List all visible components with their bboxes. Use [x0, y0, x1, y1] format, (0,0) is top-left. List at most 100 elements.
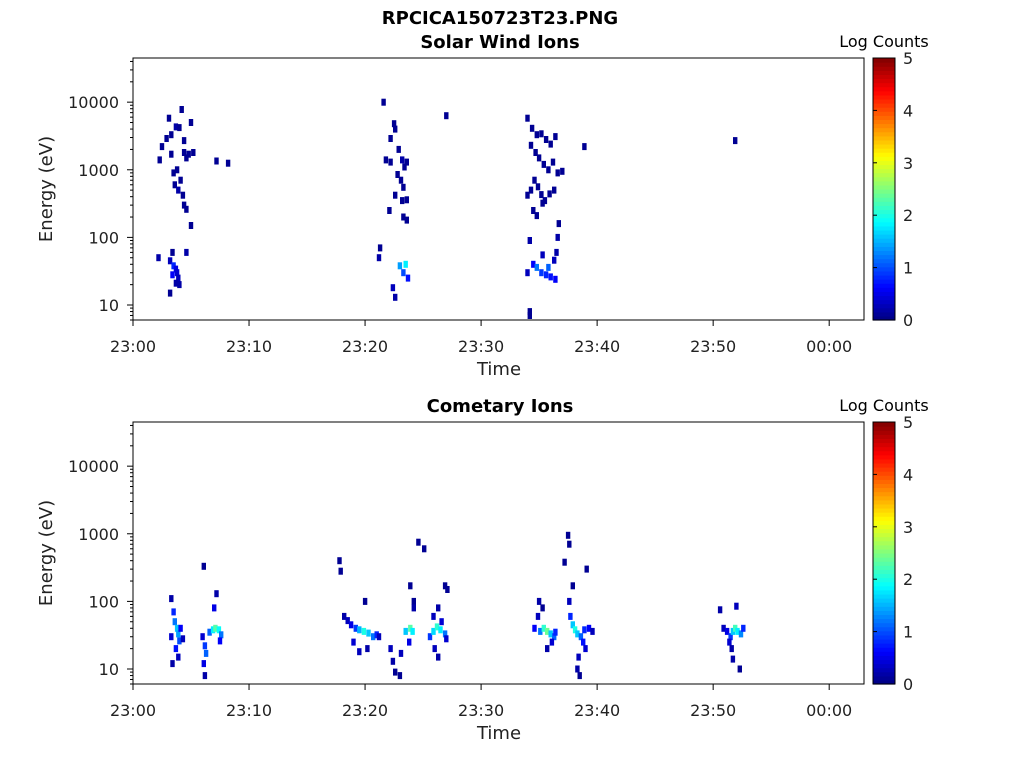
heatmap-cell	[416, 538, 421, 546]
colorbar-segment	[873, 471, 895, 476]
heatmap-cell	[401, 213, 406, 221]
colorbar-segment	[873, 618, 895, 624]
heatmap-cell	[442, 630, 448, 638]
colorbar-tick-label: 4	[903, 465, 913, 484]
heatmap-cell	[203, 649, 209, 657]
colorbar-tick-label: 2	[903, 570, 913, 589]
solar-wind-colorbar: 0 1 2 3 4 5	[872, 49, 913, 330]
heatmap-cell	[540, 199, 545, 207]
colorbar-segment	[873, 679, 895, 685]
heatmap-cell	[442, 582, 448, 590]
heatmap-cell	[388, 135, 393, 142]
heatmap-cell	[529, 124, 535, 132]
y-tick-label: 1000	[78, 161, 119, 180]
x-tick-label: 23:40	[574, 337, 620, 356]
heatmap-cell	[408, 582, 413, 590]
x-tick-label: 23:10	[226, 337, 272, 356]
colorbar-segment	[873, 66, 895, 71]
heatmap-cell	[733, 624, 738, 632]
solar-wind-y-axis: 10 100 1000 10000	[68, 60, 133, 321]
heatmap-cell	[181, 201, 187, 209]
cometary-y-label: Energy (eV)	[36, 500, 57, 606]
heatmap-cell	[337, 557, 342, 565]
colorbar-tick-label: 4	[903, 101, 913, 120]
heatmap-cell	[184, 154, 189, 162]
heatmap-cell	[411, 604, 416, 612]
colorbar-segment	[873, 491, 895, 497]
colorbar-segment	[873, 589, 895, 595]
colorbar-segment	[873, 58, 895, 63]
cometary-colorbar: 0 1 2 3 4 5	[872, 413, 913, 694]
heatmap-cell	[395, 171, 400, 178]
colorbar-segment	[873, 483, 895, 489]
colorbar-segment	[873, 499, 895, 505]
colorbar-segment	[873, 315, 895, 321]
heatmap-cell	[361, 627, 367, 635]
heatmap-cell	[397, 672, 403, 680]
heatmap-cell	[184, 205, 189, 213]
colorbar-segment	[873, 671, 895, 677]
colorbar-segment	[873, 638, 895, 644]
heatmap-cell	[552, 633, 557, 641]
solar-wind-y-label: Energy (eV)	[36, 136, 57, 242]
colorbar-segment	[873, 454, 895, 460]
colorbar-segment	[873, 507, 895, 513]
colorbar-segment	[873, 659, 895, 665]
heatmap-cell	[570, 621, 575, 629]
colorbar-segment	[873, 148, 895, 153]
heatmap-cell	[584, 565, 589, 573]
colorbar-segment	[873, 135, 895, 141]
colorbar-segment	[873, 565, 895, 570]
heatmap-cell	[191, 149, 196, 156]
colorbar-segment	[873, 675, 895, 681]
heatmap-cell	[403, 627, 408, 635]
heatmap-cell	[525, 114, 530, 122]
heatmap-cell	[351, 638, 356, 646]
heatmap-cell	[577, 672, 582, 680]
heatmap-cell	[528, 186, 534, 194]
heatmap-cell	[730, 655, 736, 663]
heatmap-cell	[527, 312, 532, 319]
heatmap-cell	[188, 119, 194, 126]
heatmap-cell	[362, 597, 368, 605]
heatmap-cell	[381, 98, 386, 106]
y-tick-label: 100	[88, 592, 119, 611]
heatmap-cell	[578, 633, 584, 641]
heatmap-cell	[393, 668, 398, 676]
colorbar-segment	[873, 643, 895, 648]
colorbar-segment	[873, 197, 895, 202]
heatmap-cell	[427, 633, 433, 641]
heatmap-cell	[444, 112, 449, 120]
heatmap-cell	[539, 191, 544, 199]
colorbar-segment	[873, 585, 895, 591]
x-tick-label: 23:00	[110, 701, 156, 720]
heatmap-cell	[366, 629, 371, 637]
heatmap-cell	[390, 284, 396, 292]
colorbar-segment	[873, 103, 895, 108]
heatmap-cell	[560, 167, 565, 175]
heatmap-cell	[345, 617, 350, 625]
colorbar-segment	[873, 602, 895, 607]
heatmap-cell	[549, 638, 555, 646]
colorbar-segment	[873, 250, 895, 256]
colorbar-segment	[873, 86, 895, 92]
colorbar-segment	[873, 127, 895, 133]
colorbar-segment	[873, 82, 895, 88]
cometary-heatmap	[169, 531, 746, 680]
cometary-y-axis: 10 100 1000 10000	[68, 424, 133, 685]
colorbar-segment	[873, 544, 895, 550]
colorbar-segment	[873, 581, 895, 587]
heatmap-cell	[216, 626, 222, 634]
heatmap-cell	[534, 263, 539, 271]
x-tick-label: 23:20	[342, 701, 388, 720]
heatmap-cell	[202, 672, 208, 680]
heatmap-cell	[403, 260, 408, 268]
colorbar-segment	[873, 577, 895, 583]
colorbar-segment	[873, 201, 895, 206]
heatmap-cell	[548, 140, 553, 148]
colorbar-segment	[873, 512, 895, 517]
colorbar-frame	[872, 57, 896, 321]
heatmap-cell	[156, 254, 161, 262]
heatmap-cell	[572, 626, 578, 634]
colorbar-segment	[873, 450, 895, 456]
